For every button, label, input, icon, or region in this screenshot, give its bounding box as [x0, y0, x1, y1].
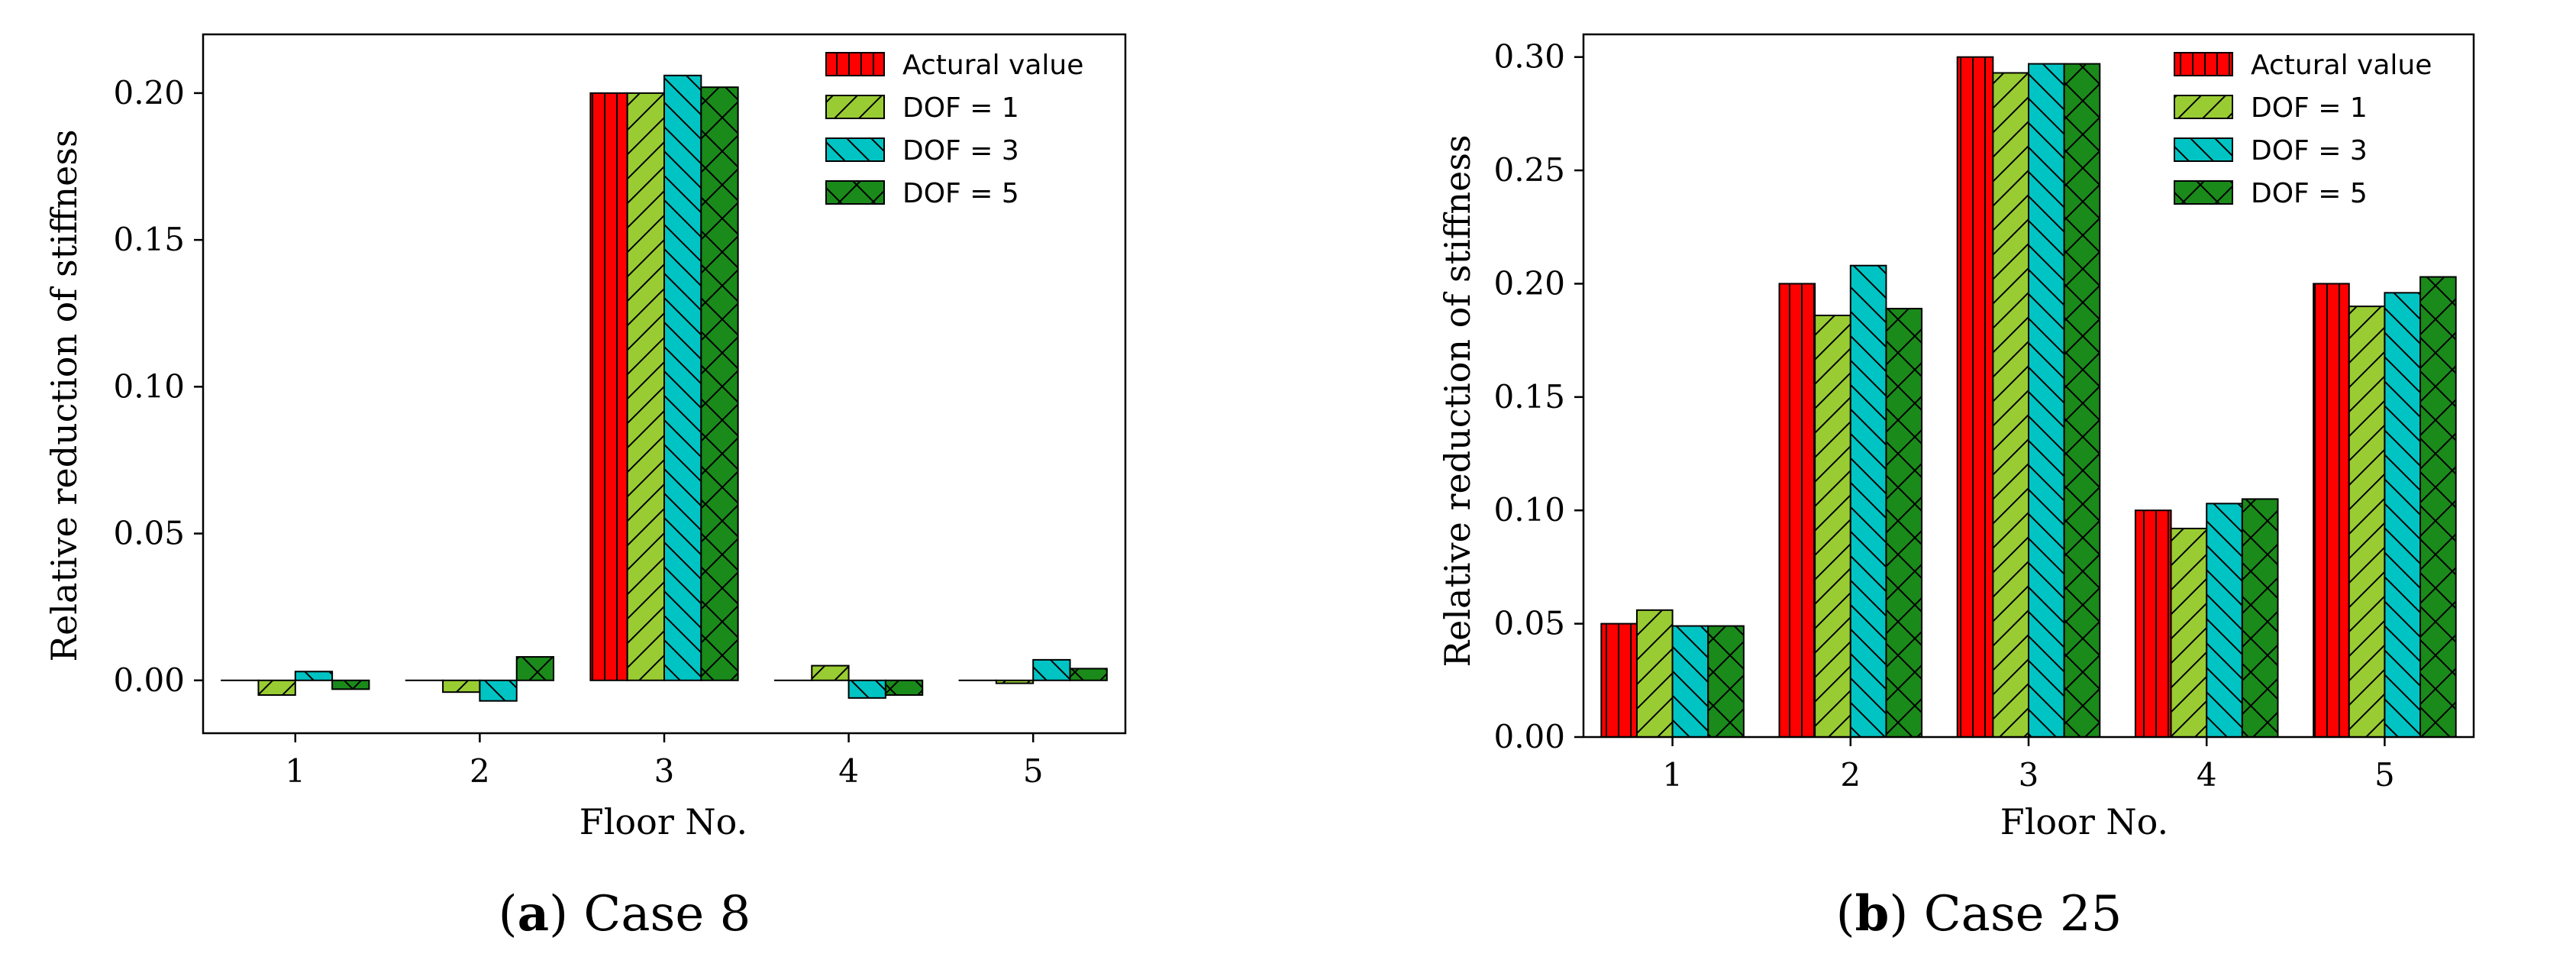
chart-a-caption: (a) Case 8: [499, 885, 751, 942]
bar-a-dof-5-floor-4: [884, 679, 924, 697]
bar-a-dof-5-floor-3: [700, 86, 739, 681]
bar-b-actural-value-floor-4: [2134, 509, 2172, 739]
bar-b-dof-3-floor-1: [1671, 625, 1709, 738]
ytick-label-b-1: 0.05: [1493, 605, 1565, 642]
ytick-label-b-4: 0.20: [1493, 264, 1565, 302]
bar-a-dof-1-floor-5: [995, 679, 1035, 684]
bar-a-dof-1-floor-3: [626, 92, 665, 681]
legend-swatch-a-3: [825, 180, 885, 205]
bar-b-actural-value-floor-5: [2313, 283, 2350, 738]
chart-a-caption-letter: a: [518, 885, 549, 942]
legend-label-a-0: Actural value: [902, 50, 1083, 81]
ytick-label-a-0: 0.00: [113, 661, 185, 699]
legend-label-b-3: DOF = 5: [2251, 178, 2368, 209]
legend-b: Actural value DOF = 1 DOF = 3 DOF = 5: [2174, 50, 2432, 209]
ytick-label-a-3: 0.15: [113, 221, 185, 258]
bar-b-dof-1-floor-2: [1814, 315, 1851, 738]
legend-label-b-0: Actural value: [2251, 50, 2432, 81]
xtick-label-b-0: 1: [1662, 756, 1683, 794]
chart-a-plot: 0.00 0.05 0.10 0.15 0.20 1 2 3 4 5 Actural value DO…: [113, 33, 1127, 790]
xtick-label-a-2: 3: [654, 752, 675, 790]
legend-swatch-a-0: [825, 52, 885, 76]
ytick-label-b-6: 0.30: [1493, 38, 1565, 76]
legend-swatch-a-2: [825, 137, 885, 162]
legend-swatch-b-1: [2174, 95, 2233, 119]
chart-a: 0.00 0.05 0.10 0.15 0.20 1 2 3 4 5 Actural value DO…: [44, 33, 1127, 942]
chart-b-caption-close: ): [1889, 886, 1923, 942]
legend-swatch-b-2: [2174, 137, 2233, 162]
ytick-label-b-0: 0.00: [1493, 718, 1565, 755]
chart-b-caption-open: (: [1836, 886, 1855, 942]
bar-a-dof-3-floor-2: [479, 679, 518, 702]
xtick-label-a-1: 2: [470, 752, 490, 790]
bar-b-dof-5-floor-3: [2063, 63, 2101, 739]
legend-swatch-b-3: [2174, 180, 2233, 205]
ytick-label-b-5: 0.25: [1493, 151, 1565, 189]
xtick-label-b-4: 5: [2374, 756, 2395, 794]
legend-label-a-2: DOF = 3: [902, 135, 1019, 167]
chart-a-caption-open: (: [499, 886, 518, 942]
bar-b-dof-5-floor-1: [1707, 625, 1745, 738]
bar-a-dof-1-floor-1: [257, 679, 296, 697]
chart-b-ylabel: Relative reduction of stiffness: [1437, 134, 1478, 667]
bar-b-actural-value-floor-3: [1956, 56, 1994, 738]
bar-b-dof-1-floor-5: [2348, 306, 2386, 738]
bar-b-dof-1-floor-3: [1992, 72, 2030, 739]
xtick-label-a-4: 5: [1023, 752, 1044, 790]
bar-a-dof-3-floor-1: [294, 671, 334, 681]
bar-a-dof-3-floor-3: [663, 74, 702, 681]
bar-b-dof-3-floor-2: [1849, 264, 1887, 739]
bar-b-actural-value-floor-2: [1778, 283, 1816, 738]
bar-a-dof-3-floor-5: [1032, 658, 1071, 681]
legend-label-b-2: DOF = 3: [2251, 135, 2368, 167]
ytick-label-b-3: 0.15: [1493, 378, 1565, 415]
chart-b-caption: (b) Case 25: [1836, 885, 2122, 942]
xtick-label-b-1: 2: [1840, 756, 1861, 794]
bar-b-dof-3-floor-3: [2028, 63, 2065, 739]
bar-b-dof-5-floor-4: [2241, 498, 2279, 738]
chart-b-caption-letter: b: [1855, 885, 1890, 942]
ytick-label-a-2: 0.10: [113, 367, 185, 405]
legend-label-a-3: DOF = 5: [902, 178, 1019, 209]
bar-a-dof-1-floor-2: [442, 679, 481, 694]
bar-a-actural-value-floor-3: [589, 92, 628, 681]
legend-swatch-a-1: [825, 95, 885, 119]
bar-b-dof-1-floor-4: [2170, 527, 2208, 738]
chart-b: 0.00 0.05 0.10 0.15 0.20 0.25 0.30 1 2 3 4 5 Actural…: [1437, 33, 2475, 942]
chart-b-caption-text: Case 25: [1924, 886, 2122, 942]
chart-a-caption-close: ): [549, 886, 583, 942]
legend-swatch-b-0: [2174, 52, 2233, 76]
xtick-label-a-3: 4: [838, 752, 859, 790]
xtick-label-a-0: 1: [285, 752, 305, 790]
chart-a-ylabel: Relative reduction of stiffness: [44, 129, 85, 661]
chart-a-xlabel: Floor No.: [579, 801, 747, 842]
bar-b-dof-5-floor-5: [2419, 276, 2457, 738]
bar-b-dof-3-floor-5: [2384, 292, 2422, 738]
legend-label-a-1: DOF = 1: [902, 92, 1019, 124]
bar-b-actural-value-floor-1: [1600, 622, 1638, 739]
legend-a: Actural value DOF = 1 DOF = 3 DOF = 5: [825, 50, 1083, 209]
bar-b-dof-3-floor-4: [2206, 503, 2243, 738]
ytick-label-b-2: 0.10: [1493, 491, 1565, 529]
bar-b-dof-5-floor-2: [1885, 308, 1923, 738]
ytick-label-a-1: 0.05: [113, 515, 185, 552]
bar-b-dof-1-floor-1: [1635, 609, 1674, 738]
ytick-label-a-4: 0.20: [113, 74, 185, 112]
legend-label-b-1: DOF = 1: [2251, 92, 2368, 124]
chart-b-plot: 0.00 0.05 0.10 0.15 0.20 0.25 0.30 1 2 3 4 5 Actural…: [1493, 33, 2475, 794]
bar-a-dof-5-floor-1: [331, 679, 370, 690]
xtick-label-b-2: 3: [2019, 756, 2039, 794]
bar-a-dof-3-floor-4: [847, 679, 886, 699]
chart-b-xlabel: Floor No.: [2000, 801, 2168, 842]
bar-a-dof-5-floor-2: [515, 656, 555, 681]
bar-a-dof-5-floor-5: [1069, 668, 1108, 681]
bar-a-dof-1-floor-4: [811, 664, 850, 681]
xtick-label-b-3: 4: [2197, 756, 2217, 794]
chart-a-caption-text: Case 8: [583, 886, 751, 942]
